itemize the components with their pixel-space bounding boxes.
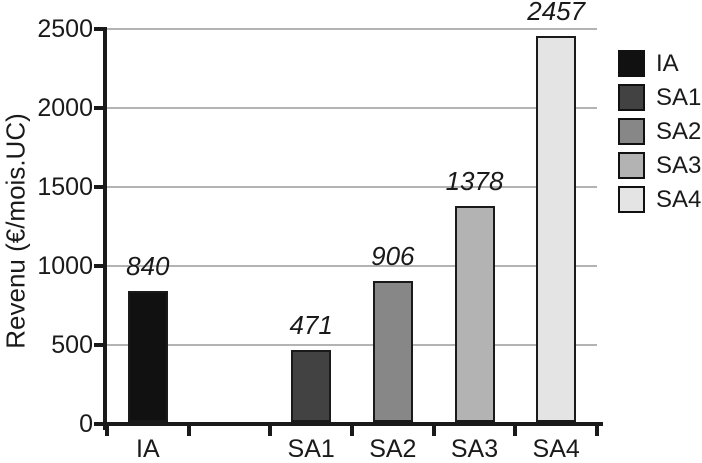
x-axis-label-sa4: SA4 (532, 435, 580, 463)
bar-value-label-sa2: 906 (371, 240, 415, 271)
legend-item-ia: IA (618, 50, 701, 77)
bar-value-label-ia: 840 (126, 251, 170, 282)
y-gridline-1500 (107, 186, 597, 188)
legend: IA SA1 SA2 SA3 SA4 (618, 50, 701, 220)
x-tick-mark-2 (268, 426, 273, 436)
y-tick-mark-2000 (94, 106, 103, 110)
y-gridline-1000 (107, 265, 597, 267)
legend-label-sa4: SA4 (656, 186, 702, 213)
y-tick-mark-2500 (94, 27, 103, 31)
x-axis-label-sa1: SA1 (287, 435, 335, 463)
y-axis-title: Revenu (€/mois.UC) (0, 113, 31, 349)
legend-swatch-sa3 (618, 152, 645, 179)
x-tick-mark-3 (350, 426, 354, 436)
legend-label-sa3: SA3 (656, 152, 702, 179)
bar-value-label-sa3: 1378 (445, 166, 504, 197)
legend-label-sa1: SA1 (656, 84, 702, 111)
y-tick-label-1000: 1000 (37, 252, 93, 280)
bar-sa3 (454, 206, 495, 422)
legend-label-ia: IA (656, 50, 679, 77)
legend-item-sa3: SA3 (618, 152, 701, 179)
x-tick-mark-0 (105, 426, 109, 436)
y-tick-label-2500: 2500 (37, 15, 93, 43)
y-gridline-2500 (107, 28, 597, 30)
y-tick-mark-1000 (94, 264, 103, 268)
x-axis-label-ia: IA (136, 435, 160, 463)
legend-swatch-ia (618, 50, 645, 77)
x-tick-mark-6 (595, 426, 599, 436)
x-tick-mark-5 (513, 426, 518, 436)
x-tick-mark-1 (186, 426, 191, 436)
legend-swatch-sa2 (618, 118, 645, 145)
y-tick-label-2000: 2000 (37, 94, 93, 122)
y-gridline-2000 (107, 107, 597, 109)
bar-ia (127, 291, 168, 422)
legend-item-sa4: SA4 (618, 186, 701, 213)
y-tick-label-0: 0 (79, 410, 93, 438)
x-axis-line (103, 422, 603, 426)
y-tick-mark-0 (94, 422, 103, 426)
y-tick-label-1500: 1500 (37, 173, 93, 201)
bar-value-label-sa4: 2457 (527, 0, 586, 26)
bar-sa2 (372, 280, 413, 422)
legend-label-sa2: SA2 (656, 118, 702, 145)
legend-item-sa1: SA1 (618, 84, 701, 111)
bar-sa1 (291, 349, 332, 422)
y-axis-line (103, 27, 107, 430)
x-axis-label-sa3: SA3 (450, 435, 499, 463)
y-gridline-500 (107, 344, 597, 346)
x-axis-label-sa2: SA2 (369, 435, 417, 463)
bar-value-label-sa1: 471 (289, 309, 333, 340)
y-tick-mark-500 (94, 343, 103, 347)
x-tick-mark-4 (431, 426, 436, 436)
legend-item-sa2: SA2 (618, 118, 701, 145)
bar-sa4 (536, 35, 577, 422)
y-tick-label-500: 500 (51, 331, 93, 359)
y-tick-mark-1500 (94, 185, 103, 189)
legend-swatch-sa1 (618, 84, 645, 111)
legend-swatch-sa4 (618, 186, 645, 213)
